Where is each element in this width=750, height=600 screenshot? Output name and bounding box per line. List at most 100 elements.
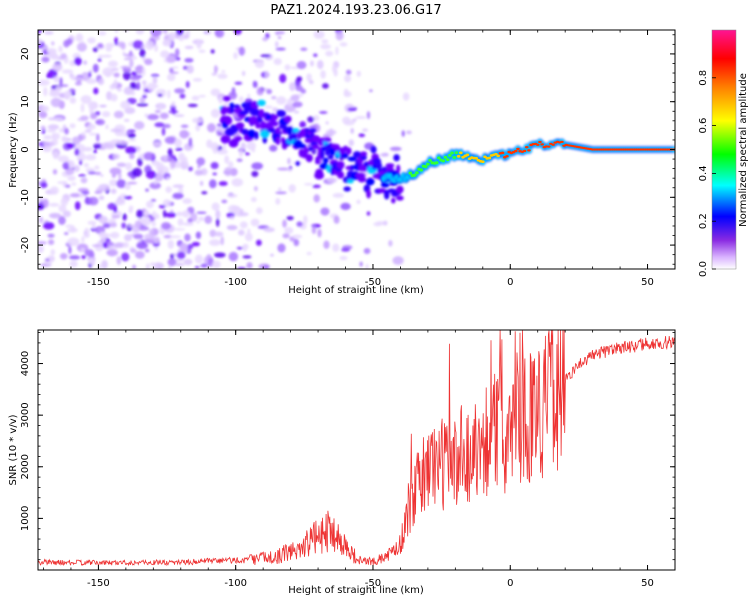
spectrogram-noise-blob: [184, 57, 194, 63]
spectrogram-noise-blob: [263, 264, 270, 269]
colorbar-tick-label: 0.4: [698, 165, 709, 181]
spectrogram-noise-blob: [272, 107, 279, 112]
spectrogram-noise-blob: [79, 193, 85, 198]
spectrogram-noise-blob: [150, 199, 157, 202]
spectrogram-noise-blob: [167, 258, 177, 267]
spectrogram-noise-blob: [154, 110, 161, 113]
spectrogram-ridge-blob: [342, 152, 349, 158]
spectrogram-noise-blob: [129, 76, 141, 81]
spectrogram-noise-blob: [162, 39, 172, 47]
spectrogram-tone-peak: [505, 155, 509, 158]
spectrogram-noise-blob: [254, 81, 258, 88]
spectrogram-noise-blob: [176, 211, 184, 217]
spectrogram-noise-blob: [85, 154, 97, 161]
spectrogram-noise-blob: [127, 129, 136, 133]
spectrogram-noise-blob: [132, 40, 144, 50]
spectrogram-noise-blob: [54, 117, 64, 121]
spectrogram-noise-blob: [196, 211, 207, 214]
spectrogram-noise-blob: [98, 195, 105, 201]
spectrogram-noise-blob: [196, 220, 200, 224]
spectrogram-y-tick-label: -10: [20, 189, 31, 205]
spectrogram-tone-peak: [443, 155, 448, 159]
spectrogram-noise-blob: [194, 265, 200, 269]
spectrogram-noise-blob: [266, 88, 273, 95]
spectrogram-noise-blob: [306, 73, 312, 82]
spectrogram-noise-blob: [220, 236, 224, 246]
spectrogram-noise-blob: [144, 113, 149, 118]
spectrogram-noise-blob: [237, 266, 246, 269]
spectrogram-noise-blob: [251, 170, 259, 177]
spectrogram-ridge-blob: [265, 114, 271, 120]
spectrogram-ridge-blob: [374, 162, 383, 169]
spectrogram-noise-blob: [74, 81, 82, 86]
spectrogram-noise-blob: [157, 93, 163, 97]
spectrogram-noise-blob: [198, 216, 205, 222]
spectrogram-noise-blob: [110, 231, 120, 239]
colorbar-tick-label: 0.8: [698, 70, 709, 86]
spectrogram-noise-blob: [143, 209, 149, 218]
spectrogram-noise-blob: [55, 86, 63, 92]
spectrogram-y-tick-label: 10: [20, 95, 31, 108]
spectrogram-noise-blob: [320, 70, 326, 79]
spectrogram-noise-blob: [42, 198, 49, 208]
spectrogram-noise-blob: [186, 64, 194, 74]
spectrogram-noise-blob: [326, 177, 338, 183]
spectrogram-noise-blob: [74, 148, 80, 156]
spectrogram-noise-blob: [313, 53, 318, 57]
spectrogram-noise-blob: [224, 155, 230, 164]
spectrogram-noise-blob: [116, 256, 122, 265]
spectrogram-noise-blob: [198, 94, 206, 98]
spectrogram-noise-blob: [282, 219, 287, 228]
snr-panel: -150 -100 -50 0 50 1000 2000 3000 4000 Height of…: [8, 329, 676, 596]
spectrogram-noise-blob: [131, 71, 138, 76]
spectrogram-ridge-blob: [275, 136, 281, 146]
colorbar-tick-label: 0.2: [698, 213, 709, 229]
spectrogram-noise-blob: [87, 171, 97, 175]
spectrogram-noise-blob: [287, 157, 291, 165]
spectrogram-noise-blob: [116, 179, 127, 188]
spectrogram-ridge-blob: [314, 159, 321, 165]
snr-frame: [37, 329, 676, 571]
spectrogram-noise-blob: [175, 48, 180, 57]
spectrogram-noise-blob: [187, 103, 198, 108]
spectrogram-noise-blob: [90, 102, 99, 110]
spectrogram-noise-blob: [196, 157, 206, 166]
spectrogram-noise-blob: [325, 50, 334, 57]
spectrogram-noise-blob: [46, 129, 57, 133]
spectrogram-noise-blob: [288, 184, 296, 193]
spectrogram-noise-blob: [256, 207, 263, 215]
spectrogram-ridge-blob: [308, 128, 317, 133]
spectrogram-noise-blob: [73, 77, 84, 81]
spectrogram-noise-blob: [76, 155, 81, 162]
spectrogram-noise-blob: [132, 226, 140, 233]
spectrogram-noise-blob: [234, 81, 243, 85]
spectrogram-noise-blob: [209, 179, 217, 189]
spectrogram-noise-blob: [147, 82, 156, 92]
spectrogram-noise-blob: [306, 251, 312, 256]
spectrogram-noise-blob: [81, 190, 90, 195]
spectrogram-noise-blob: [133, 233, 144, 240]
spectrogram-noise-blob: [341, 247, 351, 252]
spectrogram-noise-blob: [228, 161, 234, 169]
spectrogram-noise-blob: [325, 129, 337, 136]
spectrogram-tone-peak: [500, 151, 505, 155]
spectrogram-ridge-blob: [366, 189, 372, 199]
spectrogram-noise-blob: [343, 120, 355, 126]
spectrogram-noise-blob: [155, 213, 160, 219]
spectrogram-noise-blob: [97, 78, 105, 86]
spectrogram-noise-blob: [98, 215, 108, 224]
spectrogram-noise-blob: [98, 183, 110, 192]
spectrogram-noise-blob: [172, 192, 184, 200]
spectrogram-noise-blob: [45, 258, 50, 262]
spectrogram-noise-blob: [223, 141, 227, 151]
spectrogram-noise-blob: [162, 155, 168, 161]
spectrogram-noise-blob: [308, 80, 314, 85]
spectrogram-noise-blob: [49, 90, 61, 97]
spectrogram-ridge-blob: [292, 128, 300, 133]
spectrogram-ridge-blob: [224, 116, 233, 125]
spectrogram-noise-blob: [282, 233, 290, 239]
spectrogram-noise-blob: [293, 110, 300, 114]
spectrogram-noise-blob: [313, 30, 325, 39]
spectrogram-ridge-blob: [396, 185, 404, 194]
spectrogram-noise-blob: [220, 130, 226, 134]
